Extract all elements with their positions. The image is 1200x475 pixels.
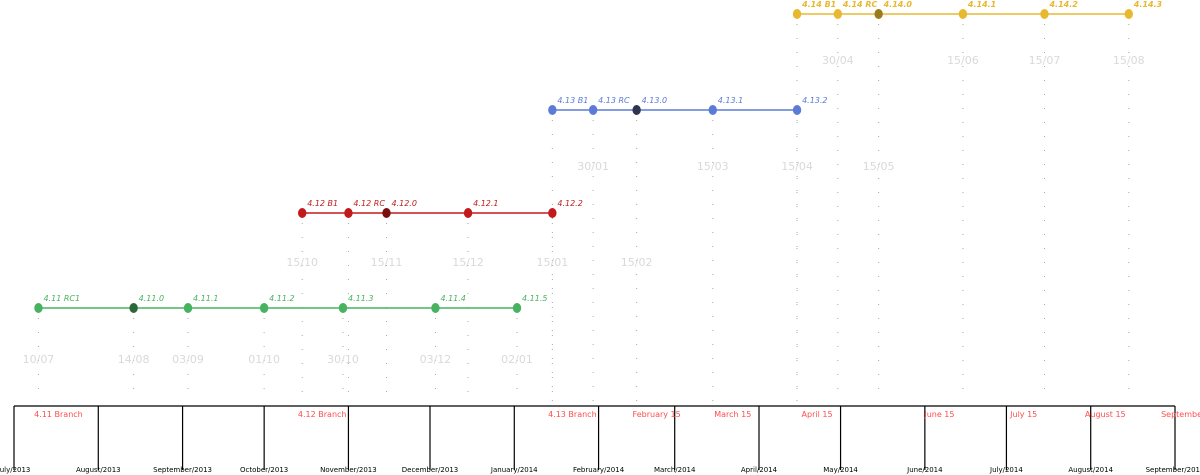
release-label: 4.14.0: [883, 0, 913, 9]
month-label: September/2013: [153, 466, 212, 474]
release-label: 4.14 B1: [801, 0, 836, 9]
date-label: 15/05: [863, 160, 895, 173]
release-point: [298, 208, 307, 218]
release-series: 4.11 RC1 4.11.0 4.11.1 4.11.2 4.11.3 4.11.4 4.…: [23, 0, 1163, 366]
date-label: 03/09: [172, 353, 204, 366]
axis-annotation: 4.11 Branch: [34, 410, 83, 419]
release-point: [1124, 9, 1133, 19]
series-4-12: 4.12 B1 4.12 RC 4.12.0 4.12.1 4.12.2 15/10 15/…: [286, 199, 652, 269]
date-label: 15/02: [621, 256, 653, 269]
release-label: 4.14.3: [1133, 0, 1163, 9]
release-label: 4.12.1: [473, 199, 498, 208]
release-label: 4.14 RC: [842, 0, 878, 9]
axis-annotation: June 15: [923, 410, 954, 419]
date-label: 03/12: [420, 353, 452, 366]
release-point: [34, 303, 43, 313]
date-label: 15/06: [947, 54, 979, 67]
series-4-13: 4.13 B1 4.13 RC 4.13.0 4.13.1 4.13.2 30/01 15/…: [548, 96, 894, 173]
release-label: 4.13 RC: [598, 96, 630, 105]
month-label: February/2014: [573, 466, 625, 474]
date-label: 02/01: [501, 353, 533, 366]
date-label: 15/07: [1029, 54, 1061, 67]
release-label: 4.12 B1: [307, 199, 338, 208]
axis-annotation: February 15: [633, 410, 681, 419]
release-point: [958, 9, 968, 19]
month-label: June/2014: [906, 466, 943, 474]
release-point: [548, 208, 557, 218]
release-point: [792, 9, 802, 19]
axis-annotation: September 15: [1161, 410, 1200, 419]
date-label: 10/07: [23, 353, 55, 366]
release-label: 4.13.0: [642, 96, 667, 105]
month-label: April/2014: [741, 466, 778, 474]
release-point: [708, 105, 717, 115]
release-label: 4.14.1: [967, 0, 996, 9]
series-4-14: 4.14 B1 4.14 RC 4.14.0 4.14.1 4.14.2 4.14.3 30…: [792, 0, 1163, 67]
release-point: [129, 303, 138, 313]
month-label: November/2013: [320, 466, 377, 474]
month-label: March/2014: [654, 466, 696, 474]
month-label: December/2013: [402, 466, 458, 474]
release-point: [512, 303, 522, 313]
release-point: [632, 105, 641, 115]
date-label: 30/10: [327, 353, 359, 366]
series-4-11: 4.11 RC1 4.11.0 4.11.1 4.11.2 4.11.3 4.11.4 4.…: [23, 294, 548, 366]
release-point: [183, 303, 193, 313]
release-point: [1040, 9, 1049, 19]
axis-annotation: March 15: [714, 410, 751, 419]
month-label: January/2014: [490, 466, 538, 474]
release-label: 4.11.0: [139, 294, 164, 303]
date-label: 15/03: [697, 160, 729, 173]
release-label: 4.11.3: [348, 294, 373, 303]
month-label: August/2014: [1068, 466, 1113, 474]
dotted-guides: [37, 24, 1130, 402]
release-label: 4.13.2: [802, 96, 827, 105]
month-label: May/2014: [823, 466, 858, 474]
month-label: September/2014: [1146, 466, 1200, 474]
date-label: 15/11: [371, 256, 403, 269]
release-point: [382, 208, 391, 218]
release-label: 4.11 RC1: [43, 294, 80, 303]
release-label: 4.11.5: [522, 294, 547, 303]
date-label: 30/04: [822, 54, 854, 67]
release-label: 4.11.2: [269, 294, 294, 303]
release-label: 4.11.1: [193, 294, 218, 303]
release-point: [344, 208, 353, 218]
release-point: [548, 105, 557, 115]
axis-annotation: April 15: [802, 410, 833, 419]
release-label: 4.12.2: [557, 199, 582, 208]
month-label: July/2013: [0, 466, 30, 474]
release-point: [338, 303, 348, 313]
release-point: [588, 105, 598, 115]
release-point: [833, 9, 843, 19]
release-point: [463, 208, 473, 218]
axis-annotation: July 15: [1009, 410, 1037, 419]
month-label: July/2014: [989, 466, 1023, 474]
release-point: [259, 303, 269, 313]
release-point: [792, 105, 802, 115]
release-label: 4.14.2: [1048, 0, 1078, 9]
date-label: 14/08: [118, 353, 150, 366]
date-label: 15/01: [537, 256, 569, 269]
release-label: 4.12.0: [391, 199, 416, 208]
date-label: 30/01: [577, 160, 609, 173]
release-label: 4.12 RC: [353, 199, 385, 208]
date-label: 01/10: [248, 353, 280, 366]
axis-annotation: 4.12 Branch: [298, 410, 347, 419]
axis-annotation: August 15: [1085, 410, 1126, 419]
month-label: October/2013: [240, 466, 288, 474]
axis-annotation: 4.13 Branch: [548, 410, 597, 419]
date-label: 15/10: [286, 256, 318, 269]
date-label: 15/04: [781, 160, 813, 173]
date-label: 15/08: [1113, 54, 1145, 67]
release-point: [431, 303, 440, 313]
release-label: 4.11.4: [440, 294, 465, 303]
release-point: [874, 9, 883, 19]
month-axis: July/2013 August/2013 September/2013 Octobe…: [0, 405, 1200, 474]
month-label: August/2013: [76, 466, 121, 474]
release-label: 4.13 B1: [557, 96, 588, 105]
release-label: 4.13.1: [718, 96, 743, 105]
date-label: 15/12: [452, 256, 484, 269]
